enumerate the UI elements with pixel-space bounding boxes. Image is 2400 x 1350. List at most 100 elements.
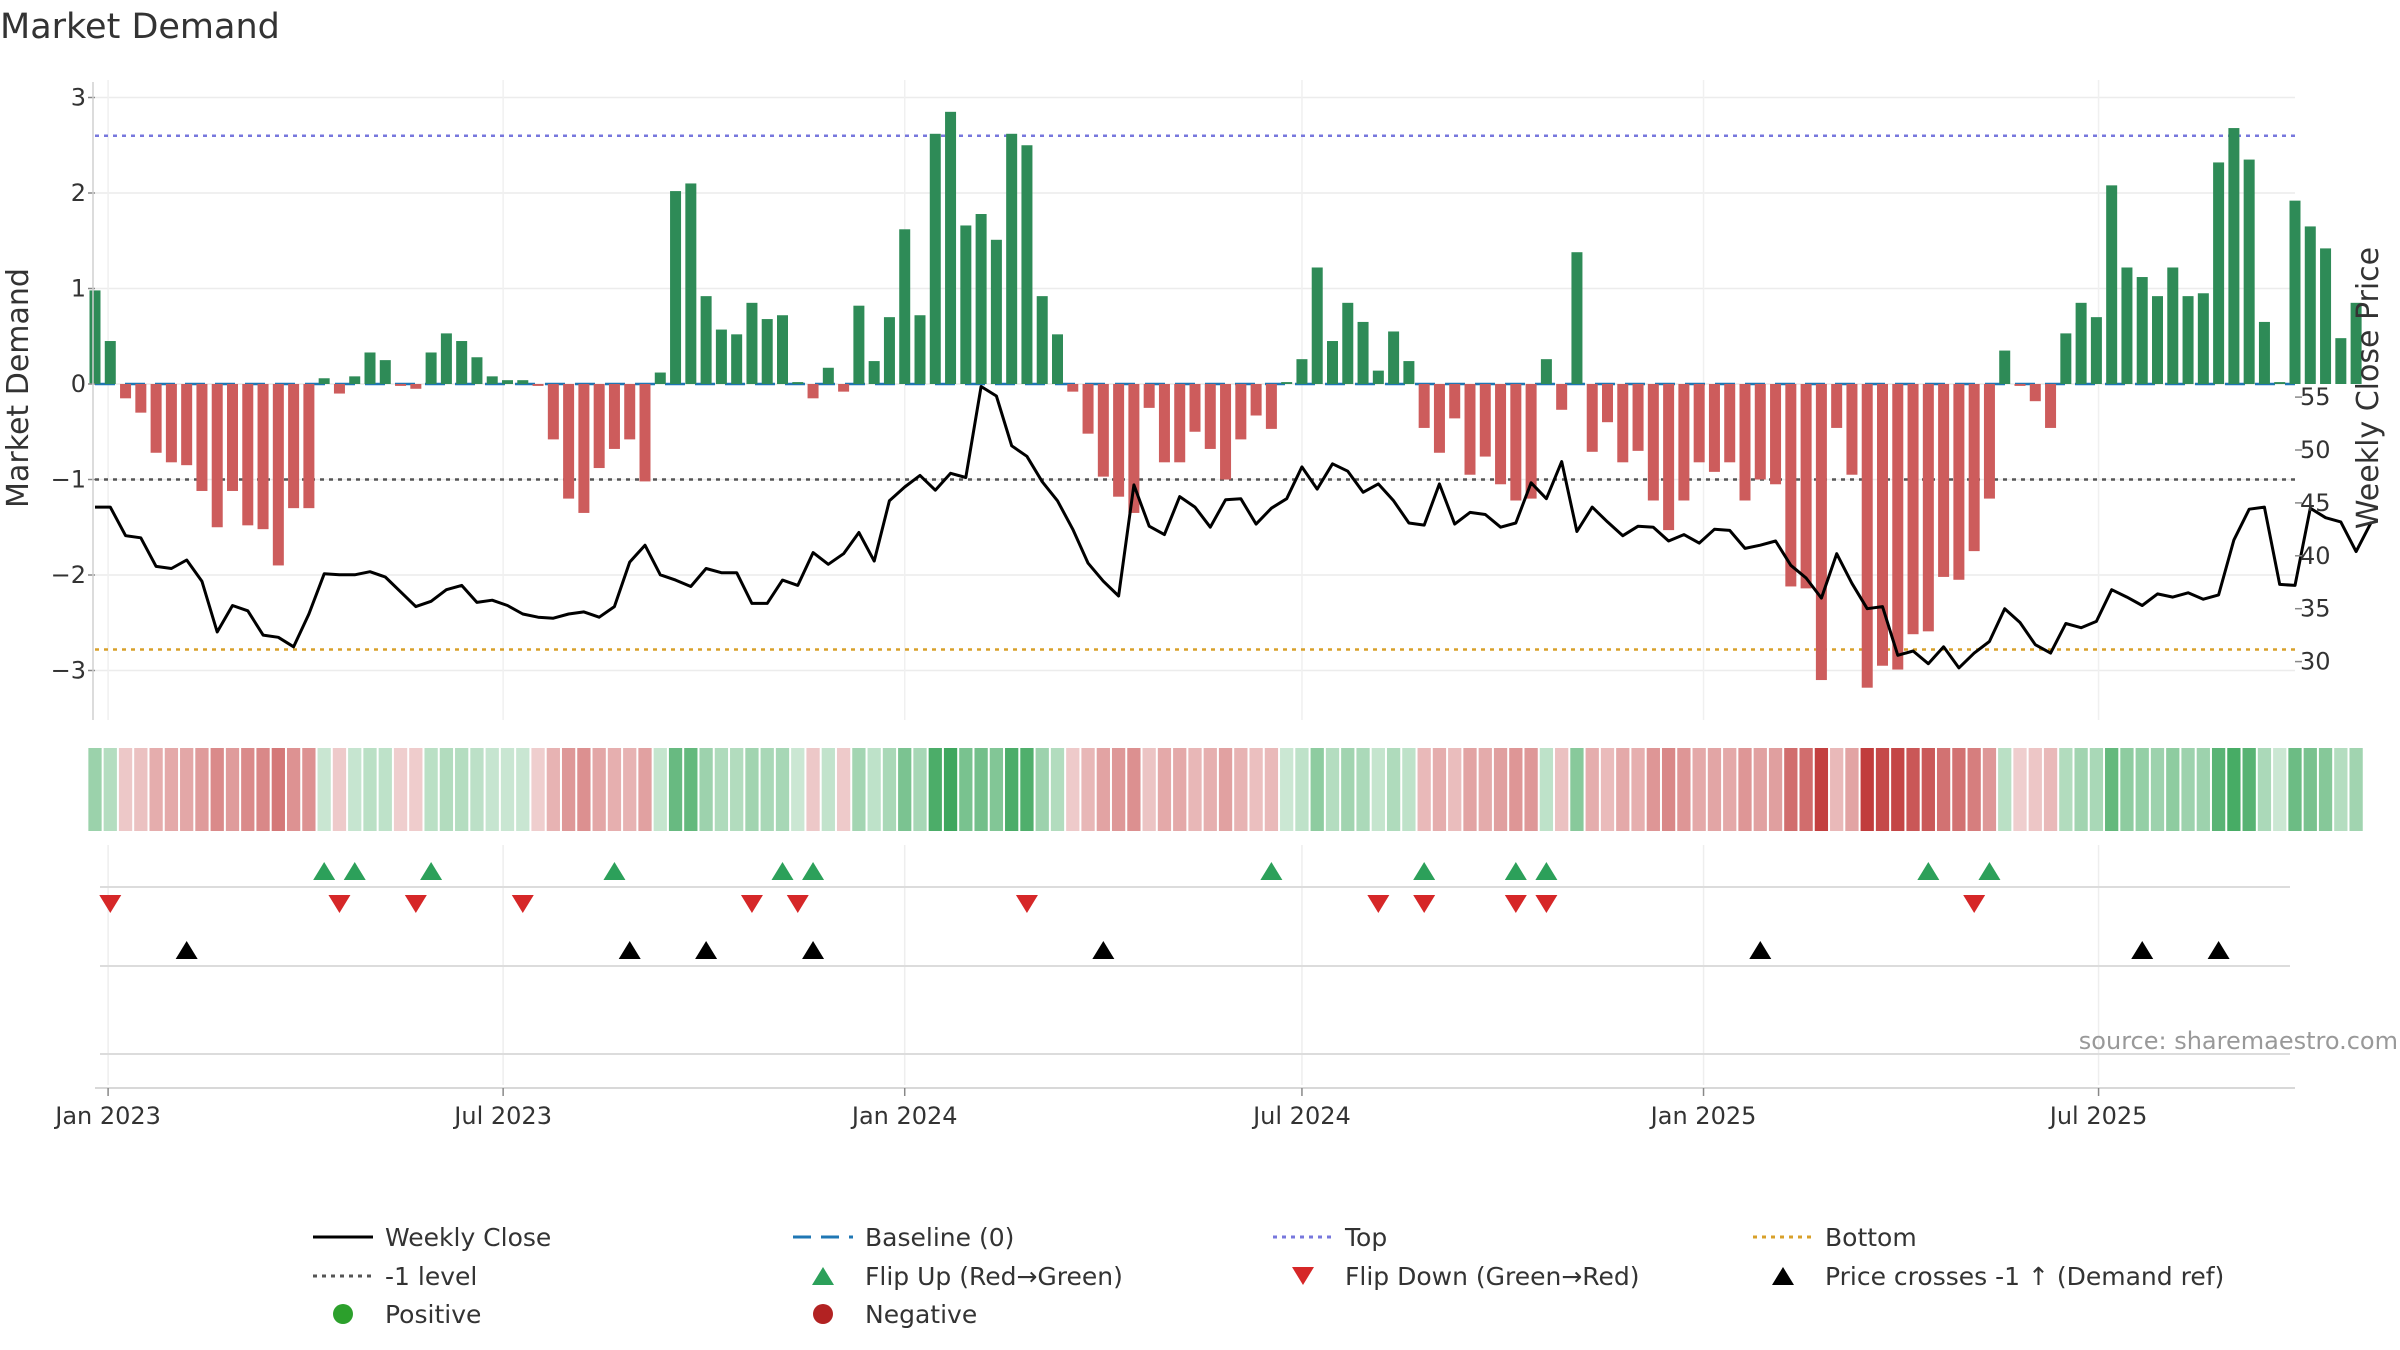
legend-label: Flip Up (Red→Green): [865, 1262, 1123, 1291]
demand-bar: [945, 111, 957, 384]
heat-cell: [1753, 748, 1767, 831]
flip-up-marker: [603, 862, 626, 880]
demand-bar: [899, 229, 911, 384]
demand-bar: [1892, 384, 1904, 670]
flip-down-marker: [1504, 895, 1527, 913]
demand-bar: [1815, 384, 1827, 681]
heat-cell: [1509, 748, 1523, 831]
heat-cell: [439, 748, 454, 831]
heat-cell: [2318, 748, 2333, 831]
flip-up-marker: [1978, 862, 2001, 880]
heat-cell: [974, 748, 988, 831]
demand-bar: [1647, 384, 1659, 501]
heat-cell: [1142, 748, 1156, 831]
heat-cell: [1310, 748, 1324, 831]
flip-down-marker: [740, 895, 763, 913]
flip-down-marker: [404, 895, 427, 913]
heat-cell: [1249, 748, 1263, 831]
demand-bar: [1097, 384, 1109, 477]
heat-cell: [1188, 748, 1202, 831]
heat-cell: [2273, 748, 2287, 831]
demand-bar: [2335, 338, 2347, 384]
heat-cell: [1692, 748, 1706, 831]
demand-bar: [593, 384, 605, 469]
demand-bar: [1877, 384, 1888, 666]
demand-bar: [1357, 321, 1369, 384]
demand-bar: [746, 302, 758, 384]
flip-down-marker: [1413, 895, 1436, 913]
demand-bar: [578, 384, 590, 513]
demand-bar: [2136, 277, 2148, 384]
heat-cell: [1524, 748, 1538, 831]
heat-cell: [2349, 748, 2363, 831]
demand-bar: [379, 360, 391, 384]
demand-bar: [1250, 384, 1262, 416]
demand-bar: [883, 317, 895, 384]
flip-down-marker: [511, 895, 534, 913]
heat-cell: [1677, 748, 1691, 831]
demand-bar: [181, 384, 193, 466]
demand-bar: [1861, 384, 1873, 688]
demand-bar: [257, 384, 269, 530]
heat-cell: [668, 748, 683, 831]
heat-cell: [1264, 748, 1279, 831]
heat-cell: [2181, 748, 2195, 831]
legend-label: Weekly Close: [385, 1223, 551, 1252]
heat-cell: [1585, 748, 1599, 831]
x-tick-label: Jul 2025: [2048, 1102, 2148, 1130]
heat-cell: [806, 748, 820, 831]
price-cross-marker: [1749, 941, 1772, 959]
heat-cell: [1280, 748, 1294, 831]
heat-cell: [1463, 748, 1477, 831]
signal-markers: [99, 862, 2290, 1055]
heat-cell: [2120, 748, 2134, 831]
flip-down-marker: [1367, 895, 1390, 913]
demand-bar: [1953, 384, 1965, 580]
heat-cell: [2074, 748, 2088, 831]
demand-bar: [532, 384, 544, 386]
demand-bar: [1113, 384, 1125, 497]
flip-down-marker: [328, 895, 351, 913]
demand-bar: [1968, 384, 1980, 552]
legend-label: Flip Down (Green→Red): [1345, 1262, 1640, 1291]
heat-cell: [1096, 748, 1110, 831]
demand-bar: [1754, 384, 1766, 480]
heat-cell: [271, 748, 285, 831]
demand-bar: [1021, 145, 1033, 384]
heat-cell: [1386, 748, 1401, 831]
heat-cell: [1371, 748, 1385, 831]
heat-cell: [959, 748, 973, 831]
heat-cell: [684, 748, 698, 831]
heat-cell: [653, 748, 667, 831]
flip-up-marker: [1413, 862, 1436, 880]
heat-cell: [1173, 748, 1187, 831]
demand-bar: [2258, 321, 2270, 384]
demand-bar: [165, 384, 177, 463]
legend-label: Negative: [865, 1300, 977, 1329]
demand-bar: [715, 329, 727, 384]
heat-cell: [2059, 748, 2073, 831]
price-cross-marker: [1092, 941, 1115, 959]
demand-bar: [1067, 384, 1079, 392]
heat-cell: [2105, 748, 2119, 831]
demand-bar: [288, 384, 300, 509]
flip-up-marker: [1535, 862, 1558, 880]
x-axis: Jan 2023 Jul 2023 Jan 2024 Jul 2024 Jan 2025…: [53, 1087, 2295, 1130]
heat-cell: [470, 748, 484, 831]
demand-bar: [150, 384, 162, 453]
demand-bar: [1938, 384, 1950, 577]
heat-cell: [1814, 748, 1829, 831]
demand-bar: [1846, 384, 1858, 475]
heat-cell: [546, 748, 560, 831]
demand-bar: [960, 225, 972, 384]
heat-cell: [1661, 748, 1676, 831]
heat-cell: [1478, 748, 1492, 831]
heat-cell: [1936, 748, 1951, 831]
demand-bar: [1785, 384, 1797, 587]
heat-cell: [791, 748, 805, 831]
demand-bar: [1571, 252, 1583, 384]
demand-bar: [624, 384, 636, 440]
demand-bar: [1663, 384, 1675, 531]
demand-bar: [1235, 384, 1247, 440]
heat-cell: [2150, 748, 2165, 831]
